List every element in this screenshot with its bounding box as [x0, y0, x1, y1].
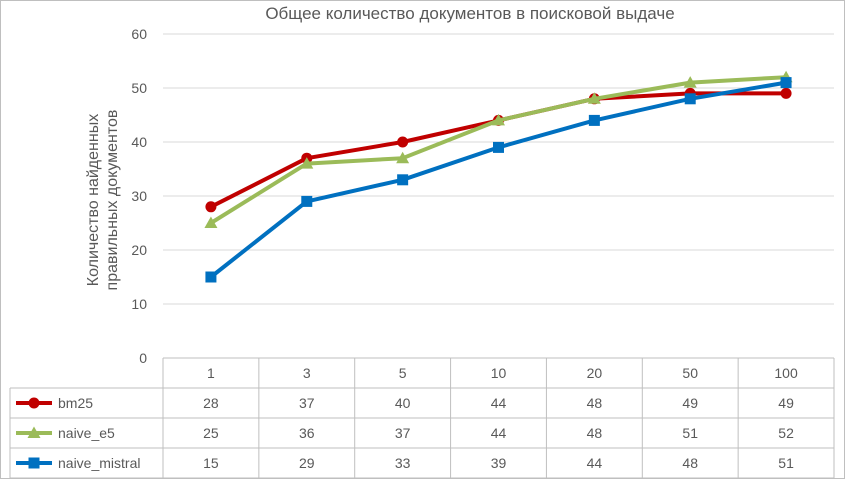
table-cell-value: 15: [203, 455, 219, 471]
x-tick-label: 100: [774, 365, 798, 381]
table-cell-value: 37: [299, 395, 315, 411]
table-cell-value: 48: [682, 455, 698, 471]
data-point-bm25-5: [397, 136, 409, 148]
y-tick-label: 0: [139, 350, 147, 366]
y-tick-label: 20: [131, 242, 147, 258]
legend-key-marker-bm25: [28, 397, 40, 409]
data-point-naive_e5-3: [300, 157, 314, 169]
table-cell-value: 51: [778, 455, 794, 471]
table-cell-value: 49: [682, 395, 698, 411]
table-cell-value: 44: [491, 425, 507, 441]
table-cell-value: 44: [587, 455, 603, 471]
x-tick-label: 50: [682, 365, 698, 381]
data-point-naive_mistral-50: [684, 93, 696, 105]
y-tick-label: 40: [131, 134, 147, 150]
table-cell-value: 44: [491, 395, 507, 411]
legend-key-marker-naive_mistral: [28, 457, 40, 469]
legend-label-naive_e5: naive_e5: [58, 425, 115, 441]
data-point-bm25-100: [780, 87, 792, 99]
x-tick-label: 1: [207, 365, 215, 381]
chart-title: Общее количество документов в поисковой …: [265, 4, 675, 23]
table-cell-value: 51: [682, 425, 698, 441]
x-tick-label: 3: [303, 365, 311, 381]
data-point-naive_mistral-5: [397, 174, 409, 186]
table-cell-value: 48: [587, 425, 603, 441]
table-cell-value: 40: [395, 395, 411, 411]
table-cell-value: 25: [203, 425, 219, 441]
legend-label-naive_mistral: naive_mistral: [58, 455, 140, 471]
legend-label-bm25: bm25: [58, 395, 93, 411]
table-cell-value: 37: [395, 425, 411, 441]
data-point-naive_mistral-1: [205, 271, 217, 283]
data-point-naive_e5-1: [204, 216, 218, 228]
data-point-naive_mistral-3: [301, 195, 313, 207]
data-point-naive_e5-20: [587, 92, 601, 104]
y-tick-label: 50: [131, 80, 147, 96]
y-tick-label: 60: [131, 26, 147, 42]
legend-key-marker-naive_e5: [27, 426, 41, 438]
table-cell-value: 29: [299, 455, 315, 471]
data-point-naive_mistral-100: [780, 77, 792, 89]
data-point-bm25-1: [205, 201, 217, 213]
y-tick-label: 10: [131, 296, 147, 312]
table-cell-value: 28: [203, 395, 219, 411]
y-tick-label: 30: [131, 188, 147, 204]
data-point-naive_e5-5: [396, 151, 410, 164]
table-cell-value: 39: [491, 455, 507, 471]
data-point-naive_e5-50: [683, 76, 697, 88]
x-tick-label: 5: [399, 365, 407, 381]
table-cell-value: 52: [778, 425, 794, 441]
table-cell-value: 33: [395, 455, 411, 471]
table-cell-value: 49: [778, 395, 794, 411]
data-point-naive_mistral-20: [588, 114, 600, 126]
table-cell-value: 48: [587, 395, 603, 411]
series-line-naive_mistral: [208, 80, 789, 279]
data-point-naive_e5-10: [492, 113, 505, 126]
x-tick-label: 20: [587, 365, 603, 381]
data-point-naive_mistral-10: [493, 141, 504, 153]
x-tick-label: 10: [491, 365, 507, 381]
table-cell-value: 36: [299, 425, 315, 441]
